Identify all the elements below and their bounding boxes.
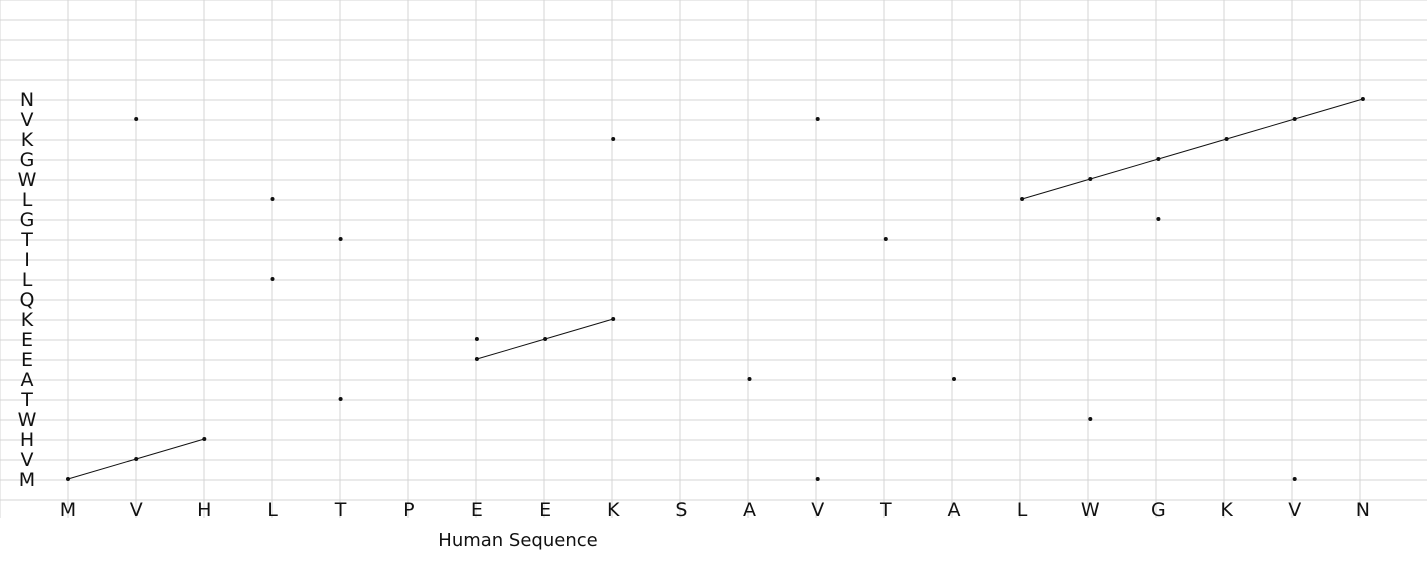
data-point	[611, 317, 616, 321]
y-tick-label: H	[20, 429, 34, 451]
data-points	[66, 97, 1365, 481]
y-tick-label: N	[20, 89, 34, 111]
x-tick-label: T	[879, 499, 892, 521]
y-tick-label: E	[21, 349, 33, 371]
x-tick-label: A	[948, 499, 961, 521]
data-point	[270, 197, 275, 201]
data-point	[1292, 477, 1297, 481]
x-axis-title: Human Sequence	[438, 530, 597, 551]
data-point	[1360, 97, 1365, 101]
x-tick-label: K	[1220, 499, 1233, 521]
x-tick-label: L	[1017, 499, 1028, 521]
y-tick-label: W	[18, 409, 37, 431]
x-tick-label: L	[267, 499, 278, 521]
x-tick-label: V	[130, 499, 143, 521]
x-tick-label: S	[675, 499, 687, 521]
data-point	[1088, 177, 1093, 181]
y-tick-label: T	[20, 389, 33, 411]
diagonal-segments	[67, 98, 1364, 480]
data-point	[66, 477, 70, 481]
data-point	[338, 237, 343, 241]
data-point	[338, 397, 343, 401]
data-point	[543, 337, 548, 341]
x-tick-label: V	[811, 499, 824, 521]
data-point	[611, 137, 616, 141]
diagonal-segment-3	[1021, 98, 1364, 200]
data-point	[815, 117, 820, 121]
y-tick-label: L	[22, 189, 33, 211]
y-tick-label: K	[21, 309, 34, 331]
x-tick-label: M	[60, 499, 76, 521]
data-point	[270, 277, 275, 281]
y-tick-label: W	[18, 169, 37, 191]
y-tick-label: G	[20, 209, 35, 231]
x-tick-label: W	[1081, 499, 1100, 521]
data-point	[815, 477, 820, 481]
y-tick-label: T	[20, 229, 33, 251]
data-point	[474, 337, 479, 341]
data-point	[134, 457, 139, 461]
y-tick-label: V	[21, 449, 34, 471]
y-tick-label: E	[21, 329, 33, 351]
data-point	[1156, 157, 1161, 161]
data-point	[1156, 217, 1161, 221]
y-tick-label: Q	[20, 289, 35, 311]
x-tick-label: K	[607, 499, 620, 521]
x-tick-label: V	[1288, 499, 1301, 521]
data-point	[1224, 137, 1229, 141]
data-point	[1292, 117, 1297, 121]
x-tick-label: A	[743, 499, 756, 521]
y-tick-label: K	[21, 129, 34, 151]
chart-grid	[0, 0, 1427, 518]
x-tick-label: N	[1356, 499, 1370, 521]
x-tick-label: E	[471, 499, 483, 521]
x-tick-label: H	[197, 499, 211, 521]
x-tick-label: E	[539, 499, 551, 521]
x-tick-label: P	[403, 499, 414, 521]
y-tick-label: V	[21, 109, 34, 131]
x-tick-label: T	[334, 499, 347, 521]
data-point	[1088, 417, 1093, 421]
data-point	[952, 377, 956, 381]
data-point	[134, 117, 139, 121]
y-tick-label: M	[19, 469, 35, 491]
data-point	[1020, 197, 1025, 201]
data-point	[202, 437, 207, 441]
y-tick-label: A	[21, 369, 34, 391]
x-tick-label: G	[1151, 499, 1166, 521]
y-tick-label: G	[20, 149, 35, 171]
data-point	[474, 357, 479, 361]
y-tick-label: L	[22, 269, 33, 291]
data-point	[883, 237, 888, 241]
y-tick-label: I	[24, 249, 30, 271]
data-point	[747, 377, 752, 381]
